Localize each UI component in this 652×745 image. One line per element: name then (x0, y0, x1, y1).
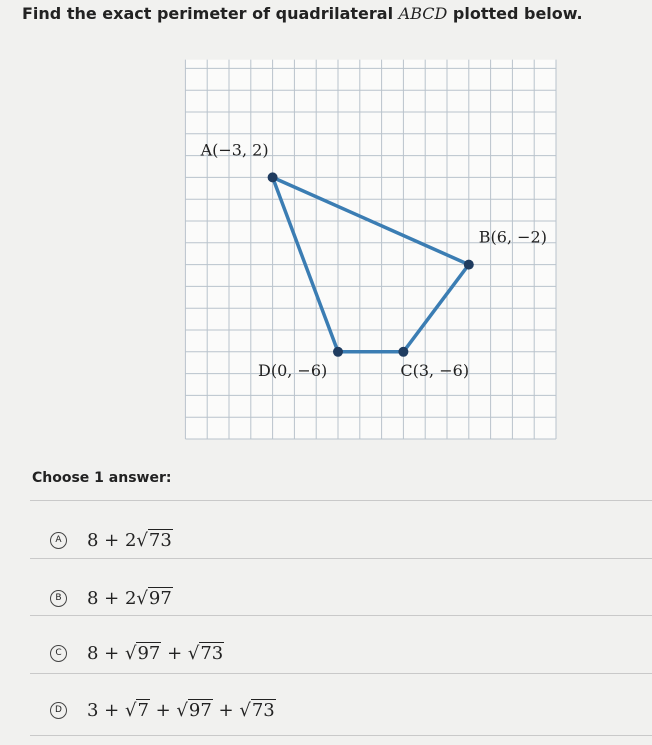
separator (30, 558, 652, 559)
radicand: 7 (136, 698, 150, 721)
grid-background (185, 59, 556, 440)
math-text: 8 + 2√ (87, 587, 148, 609)
separator (30, 673, 652, 674)
edge (270, 176, 340, 353)
vertex-label: C(3, −6) (400, 361, 469, 380)
choice-math: 8 + 2√97 (87, 586, 173, 609)
radicand: 73 (250, 698, 276, 721)
answer-choice[interactable]: B 8 + 2√97 (50, 578, 610, 618)
edge (271, 175, 470, 267)
question-text: plotted below. (447, 4, 583, 23)
question-text: ABCD (398, 4, 448, 23)
question: Find the exact perimeter of quadrilatera… (22, 4, 583, 23)
math-text: 8 + 2√ (87, 529, 148, 551)
edge (401, 263, 471, 353)
math-text: + √ (149, 699, 188, 721)
vertex (463, 259, 474, 270)
vertex-label: D(0, −6) (258, 361, 327, 380)
answer-choice[interactable]: A 8 + 2√73 (50, 520, 610, 560)
math-text: + √ (161, 642, 200, 664)
choice-math: 3 + √7 + √97 + √73 (87, 698, 276, 721)
math-text: + √ (212, 699, 251, 721)
vertex (398, 346, 409, 357)
radicand: 73 (199, 641, 225, 664)
question-text: Find the exact perimeter of quadrilatera… (22, 4, 399, 23)
separator (30, 735, 652, 736)
answer-choice[interactable]: C 8 + √97 + √73 (50, 633, 610, 673)
separator (30, 500, 652, 501)
choice-letter: C (50, 644, 67, 662)
choice-math: 8 + √97 + √73 (87, 641, 225, 664)
vertex-label: A(−3, 2) (200, 140, 269, 159)
vertex-label: B(6, −2) (479, 228, 547, 247)
vertex (267, 172, 278, 183)
choice-letter: A (50, 531, 67, 549)
radicand: 97 (136, 641, 162, 664)
radicand: 97 (147, 586, 173, 609)
choice-letter: B (50, 589, 67, 607)
prompt: Choose 1 answer: (32, 470, 172, 486)
radicand: 73 (147, 528, 173, 551)
vertex (333, 346, 343, 357)
math-text: 8 + √ (87, 642, 137, 664)
math-text: 3 + √ (87, 699, 137, 721)
choice-letter: D (50, 701, 67, 719)
coordinate-graph: A(−3, 2) B(6, −2) C(3, −6) D(0, −6) (184, 59, 557, 440)
choice-math: 8 + 2√73 (87, 528, 173, 551)
separator (30, 615, 652, 616)
radicand: 97 (187, 698, 213, 721)
